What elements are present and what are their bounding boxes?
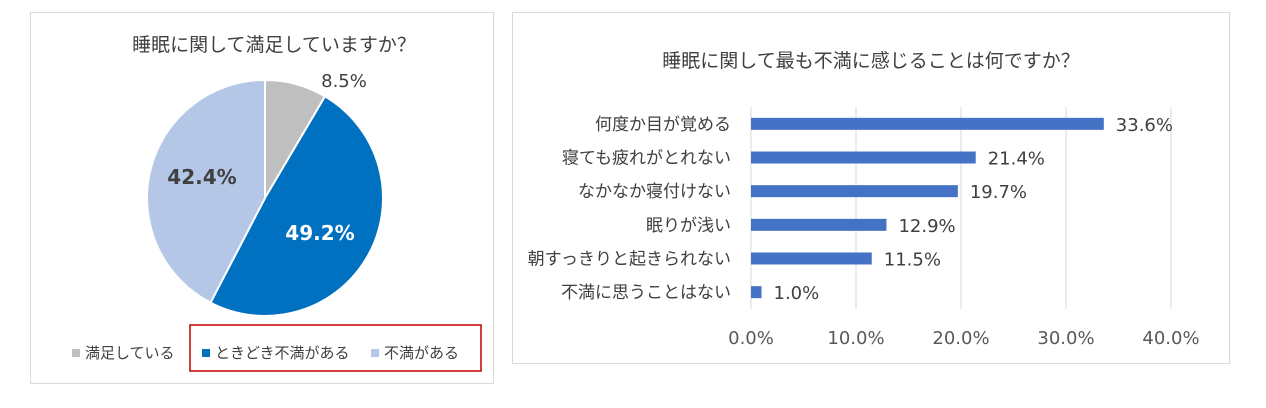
bar-value-label: 11.5% [884,250,941,271]
bar-category-label: 朝すっきりと起きられない [528,250,731,270]
bar [751,218,887,231]
pie-slice-dissatisfied [146,78,266,305]
complaint-bar-panel: 睡眠に関して最も不満に感じることは何ですか？ 何度か目が覚める寝ても疲れがとれな… [512,12,1230,364]
bar-category-label: 何度か目が覚める [595,115,731,135]
bar-marks [751,117,1104,299]
bar-category-label: 不満に思うことはない [561,283,731,303]
x-tick-label: 0.0% [728,328,774,349]
legend-swatch-satisfied [72,349,80,357]
bar-category-labels: 何度か目が覚める寝ても疲れがとれないなかなか寝付けない眠りが浅い朝すっきりと起き… [528,115,731,303]
bar-category-label: 寝ても疲れがとれない [562,148,731,169]
bar-value-label: 1.0% [774,283,820,304]
pie-label-dissatisfied: 42.4% [167,165,236,189]
bar-value-label: 33.6% [1116,115,1173,136]
x-tick-label: 10.0% [827,328,884,349]
x-tick-label: 40.0% [1142,328,1199,349]
complaint-bar-svg: 睡眠に関して最も不満に感じることは何ですか？ 何度か目が覚める寝ても疲れがとれな… [528,50,1200,349]
bar-category-label: 眠りが浅い [646,216,731,236]
bar-value-label: 12.9% [898,216,955,237]
x-tick-label: 20.0% [932,328,989,349]
legend-swatch-dissatisfied [371,349,379,357]
pie-label-satisfied: 8.5% [321,71,367,92]
bar-value-label: 19.7% [970,182,1027,203]
bar-x-ticks: 0.0% 10.0% 20.0% 30.0% 40.0% [728,328,1199,349]
bar [751,151,976,164]
pie-slice-sometimes [209,95,384,317]
legend-highlight-box [189,324,482,372]
satisfaction-pie-panel: 睡眠に関して満足していますか？ 8.5% 49.2% 42.4% 満足している … [30,12,494,384]
pie-label-sometimes: 49.2% [285,221,354,245]
pie-chart-title: 睡眠に関して満足していますか？ [132,34,416,56]
legend-label-dissatisfied: 不満がある [384,344,459,362]
bar [751,286,762,299]
bar [751,185,958,198]
legend-label-satisfied: 満足している [85,344,175,362]
bar-value-label: 21.4% [988,149,1045,170]
bar-value-labels: 33.6% 21.4% 19.7% 12.9% 11.5% 1.0% [774,115,1173,304]
bar-chart-title: 睡眠に関して最も不満に感じることは何ですか？ [662,50,1079,72]
bar-category-label: なかなか寝付けない [578,181,731,202]
bar-gridlines [750,107,1172,309]
bar [751,252,872,265]
legend-swatch-sometimes [202,349,210,357]
bar [751,117,1104,130]
x-tick-label: 30.0% [1037,328,1094,349]
satisfaction-pie-svg: 睡眠に関して満足していますか？ 8.5% 49.2% 42.4% 満足している … [72,34,482,372]
legend-label-sometimes: ときどき不満がある [215,344,350,362]
pie-slices [146,78,384,317]
